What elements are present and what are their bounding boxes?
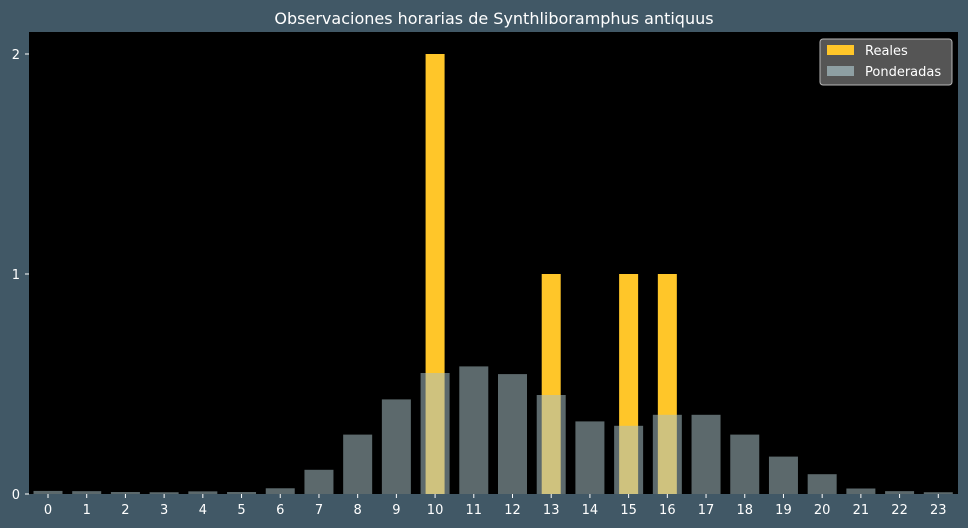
bars-layer bbox=[33, 54, 953, 494]
plot-area bbox=[29, 32, 958, 494]
bar-ponderadas-21 bbox=[846, 488, 876, 494]
x-tick-label: 12 bbox=[504, 503, 521, 518]
bar-ponderadas-23 bbox=[923, 492, 953, 494]
x-tick-label: 21 bbox=[853, 503, 870, 518]
x-tick-label: 9 bbox=[392, 503, 400, 518]
bar-ponderadas-12 bbox=[498, 374, 527, 494]
bar-ponderadas-4 bbox=[188, 491, 218, 494]
bar-ponderadas-15 bbox=[614, 425, 644, 494]
bar-ponderadas-0 bbox=[33, 490, 63, 494]
x-tick-label: 1 bbox=[83, 503, 91, 518]
y-tick-label: 0 bbox=[12, 488, 20, 503]
x-tick-label: 5 bbox=[237, 503, 245, 518]
bar-ponderadas-22 bbox=[885, 491, 915, 494]
x-tick-label: 10 bbox=[427, 503, 444, 518]
bar-ponderadas-14 bbox=[575, 421, 605, 494]
chart-title: Observaciones horarias de Synthliboramph… bbox=[274, 9, 713, 28]
bar-ponderadas-7 bbox=[304, 469, 334, 494]
bar-ponderadas-5 bbox=[227, 492, 257, 494]
bar-ponderadas-13 bbox=[536, 395, 566, 494]
x-tick-label: 6 bbox=[276, 503, 284, 518]
bar-ponderadas-9 bbox=[381, 399, 411, 494]
x-tick-label: 3 bbox=[160, 503, 168, 518]
x-tick-label: 22 bbox=[891, 503, 908, 518]
bar-ponderadas-11 bbox=[459, 366, 489, 494]
bar-ponderadas-18 bbox=[730, 434, 760, 494]
x-tick-label: 17 bbox=[698, 503, 715, 518]
x-tick-label: 16 bbox=[659, 503, 676, 518]
x-tick-label: 19 bbox=[775, 503, 792, 518]
x-tick-label: 15 bbox=[620, 503, 637, 518]
bar-ponderadas-1 bbox=[72, 491, 102, 494]
x-tick-label: 7 bbox=[315, 503, 323, 518]
x-tick-label: 23 bbox=[930, 503, 947, 518]
x-tick-label: 2 bbox=[121, 503, 129, 518]
x-tick-label: 8 bbox=[354, 503, 362, 518]
x-tick-label: 20 bbox=[814, 503, 831, 518]
y-tick-label: 1 bbox=[12, 268, 20, 283]
legend-label-ponderadas: Ponderadas bbox=[865, 65, 941, 80]
legend: Reales Ponderadas bbox=[819, 38, 953, 86]
y-tick-label: 2 bbox=[12, 48, 20, 63]
x-tick-label: 18 bbox=[736, 503, 753, 518]
x-tick-label: 14 bbox=[582, 503, 599, 518]
bar-ponderadas-2 bbox=[110, 492, 140, 494]
x-tick-label: 4 bbox=[199, 503, 207, 518]
legend-swatch-ponderadas bbox=[827, 66, 854, 76]
bar-ponderadas-8 bbox=[343, 434, 373, 494]
bar-ponderadas-17 bbox=[691, 414, 721, 494]
x-tick-label: 11 bbox=[466, 503, 483, 518]
legend-label-reales: Reales bbox=[865, 44, 908, 59]
axes-layer: 0 1 2 3 4 5 6 7 8 9 10 11 12 13 14 15 16 17 18 19 20 21 22 2301… bbox=[12, 48, 947, 518]
bar-ponderadas-20 bbox=[807, 474, 837, 494]
bar-ponderadas-6 bbox=[265, 488, 295, 494]
bar-ponderadas-16 bbox=[652, 414, 682, 494]
bar-ponderadas-3 bbox=[149, 492, 179, 494]
legend-swatch-reales bbox=[827, 45, 854, 55]
bar-ponderadas-19 bbox=[768, 456, 798, 494]
x-tick-label: 13 bbox=[543, 503, 560, 518]
x-tick-label: 0 bbox=[44, 503, 52, 518]
bar-ponderadas-10 bbox=[420, 373, 450, 494]
